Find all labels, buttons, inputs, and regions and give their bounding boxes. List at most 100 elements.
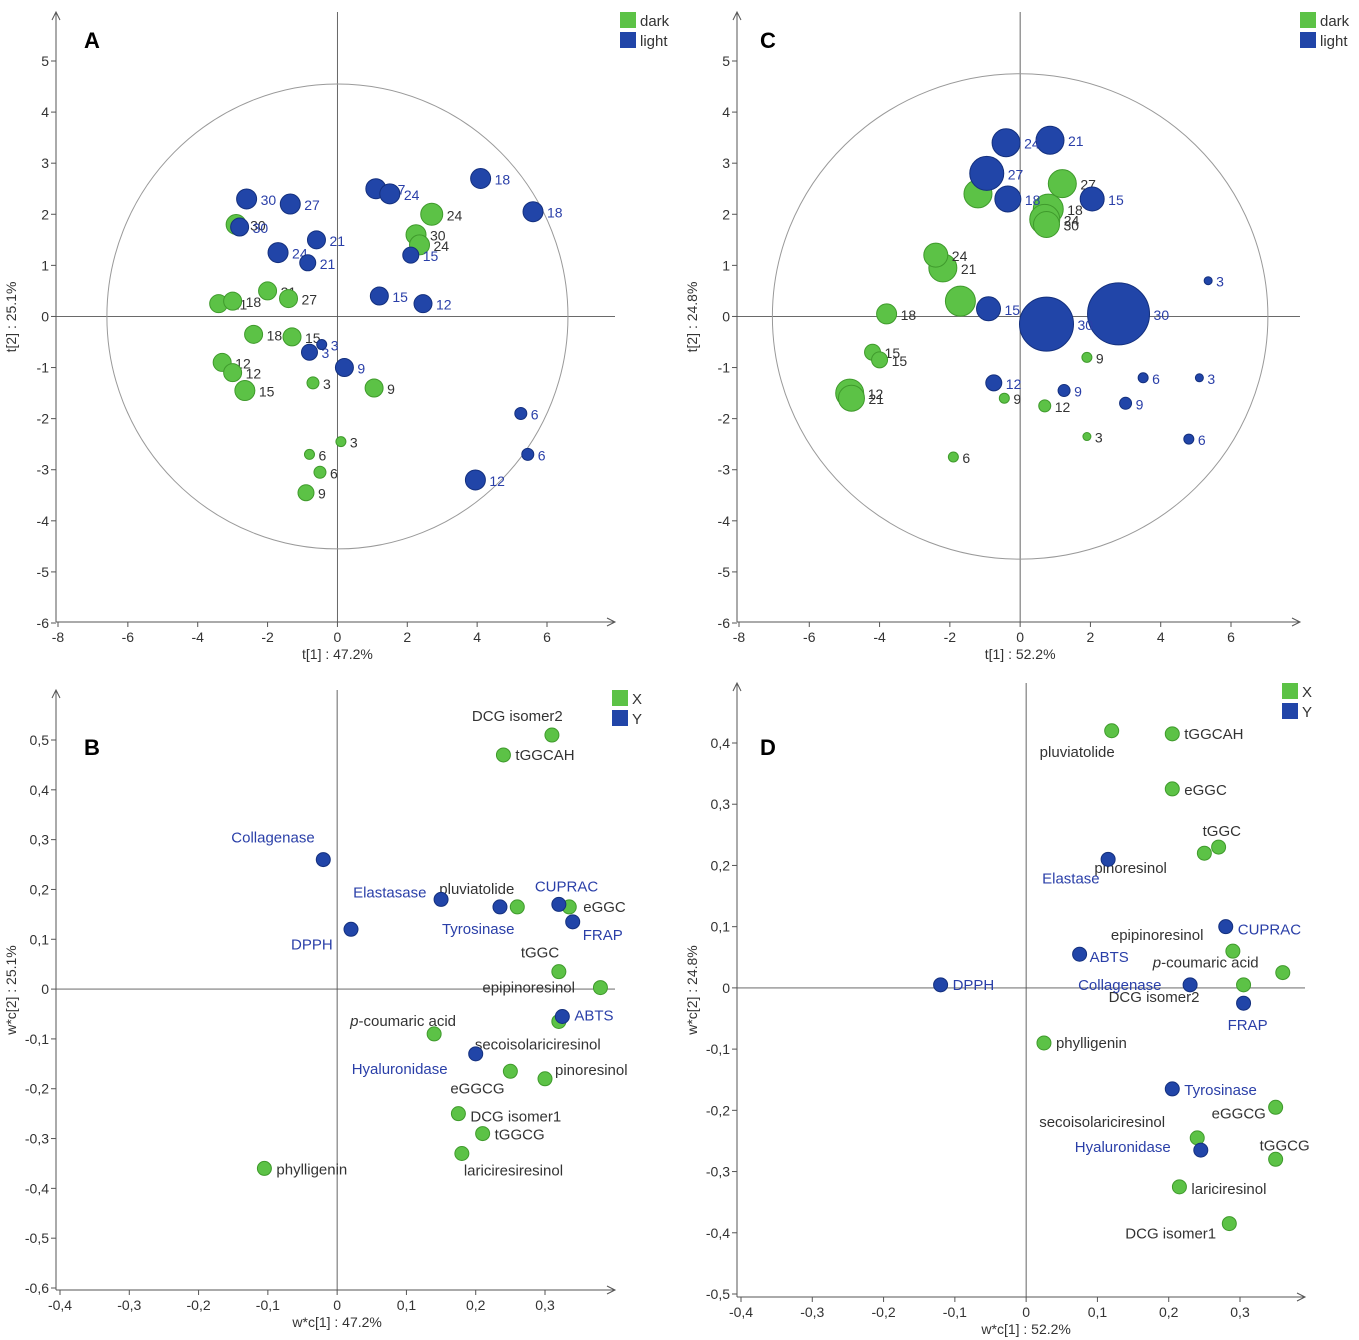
legend-label-y: Y xyxy=(1302,704,1312,721)
point-label: 21 xyxy=(329,233,345,249)
x-tick-label: 0,2 xyxy=(466,1297,486,1313)
y-tick-label: -3 xyxy=(718,462,731,478)
point-label: 6 xyxy=(538,447,546,463)
x-axis-arrow xyxy=(1296,1292,1307,1302)
point-x xyxy=(426,1026,442,1042)
point-label: epipinoresinol xyxy=(1111,927,1204,944)
point-label: 12 xyxy=(436,297,452,313)
point-dark xyxy=(244,324,264,344)
point-label: 24 xyxy=(404,187,420,203)
point-label: tGGCG xyxy=(1260,1137,1310,1154)
point-label: 12 xyxy=(868,386,884,402)
x-axis-title: t[1] : 52.2% xyxy=(985,646,1056,662)
point-label: 12 xyxy=(246,366,262,382)
point-x xyxy=(1164,781,1180,797)
point-label: phylligenin xyxy=(276,1161,347,1178)
y-tick-label: -6 xyxy=(37,615,50,631)
y-axis-title: t[2] : 24.8% xyxy=(684,282,700,353)
point-x xyxy=(1275,965,1291,981)
y-tick-label: -3 xyxy=(37,462,50,478)
point-x xyxy=(551,964,567,980)
x-tick-label: 0 xyxy=(334,629,342,645)
y-axis-arrow xyxy=(51,10,61,21)
y-tick-label: -0,4 xyxy=(25,1180,49,1196)
point-label: 9 xyxy=(318,486,326,502)
x-tick-label: 4 xyxy=(1157,629,1165,645)
point-label: 30 xyxy=(1078,317,1094,333)
point-y xyxy=(343,921,359,937)
y-tick-label: 0,4 xyxy=(711,735,731,751)
point-label: DCG isomer2 xyxy=(472,708,563,725)
point-dark xyxy=(1033,210,1060,238)
point-label: tGGCAH xyxy=(515,747,574,764)
point-y xyxy=(551,896,567,912)
x-tick-label: -0,1 xyxy=(256,1297,280,1313)
point-label: DCG isomer1 xyxy=(1125,1226,1216,1243)
point-label: DCG isomer1 xyxy=(470,1109,561,1126)
y-tick-label: 0,2 xyxy=(711,857,731,873)
x-tick-label: 0 xyxy=(1016,629,1024,645)
point-dark xyxy=(297,484,315,502)
point-y xyxy=(565,914,581,930)
point-dark xyxy=(364,378,384,398)
y-tick-label: -5 xyxy=(37,564,50,580)
point-dark xyxy=(944,285,976,317)
y-tick-label: 4 xyxy=(41,104,49,120)
x-tick-label: -6 xyxy=(803,629,816,645)
y-tick-label: -6 xyxy=(718,615,731,631)
y-tick-label: 0,4 xyxy=(30,782,50,798)
point-dark xyxy=(335,436,347,448)
point-label: DPPH xyxy=(291,936,333,953)
point-label: 21 xyxy=(320,256,336,272)
point-label: p-coumaric acid xyxy=(349,1013,456,1030)
point-label: 15 xyxy=(892,353,908,369)
point-label: 3 xyxy=(331,338,339,354)
panel-letter: B xyxy=(84,735,100,760)
point-label: 15 xyxy=(885,345,901,361)
x-tick-label: -0,2 xyxy=(187,1297,211,1313)
point-dark xyxy=(420,202,444,226)
y-axis-title: w*c[2] : 24.8% xyxy=(684,945,700,1036)
point-label: ABTS xyxy=(1090,949,1129,966)
point-y xyxy=(1100,851,1116,867)
point-x xyxy=(1268,1099,1284,1115)
point-x xyxy=(544,727,560,743)
legend-swatch-light xyxy=(620,32,636,48)
point-label: 18 xyxy=(267,327,283,343)
y-tick-label: -1 xyxy=(718,360,731,376)
point-label: 15 xyxy=(305,330,321,346)
point-label: 15 xyxy=(1005,302,1021,318)
point-label: 21 xyxy=(1068,133,1084,149)
y-tick-label: -0,5 xyxy=(706,1286,730,1302)
y-tick-label: -0,1 xyxy=(25,1031,49,1047)
point-label: Tyrosinase xyxy=(442,921,515,938)
point-label: 18 xyxy=(1025,192,1041,208)
point-label: 9 xyxy=(1074,384,1082,400)
point-dark xyxy=(279,289,299,309)
point-light xyxy=(976,296,1002,322)
point-x xyxy=(450,1106,466,1122)
point-x xyxy=(1268,1151,1284,1167)
point-light xyxy=(1203,276,1213,286)
point-label: pinoresinol xyxy=(555,1062,628,1079)
point-label: 6 xyxy=(1152,371,1160,387)
point-light xyxy=(1194,373,1204,383)
point-label: 12 xyxy=(1006,376,1022,392)
point-label: 12 xyxy=(1055,399,1071,415)
y-tick-label: 3 xyxy=(41,155,49,171)
point-label: 24 xyxy=(434,238,450,254)
point-y xyxy=(1193,1142,1209,1158)
point-dark xyxy=(306,376,320,390)
point-label: Tyrosinase xyxy=(1184,1082,1257,1099)
point-label: Collagenase xyxy=(231,830,314,847)
point-y xyxy=(492,899,508,915)
point-label: phylligenin xyxy=(1056,1035,1127,1052)
point-y xyxy=(1164,1081,1180,1097)
point-label: eGGC xyxy=(583,899,626,916)
point-label: 9 xyxy=(1096,350,1104,366)
x-tick-label: -4 xyxy=(873,629,886,645)
point-label: 27 xyxy=(302,292,318,308)
point-light xyxy=(1079,186,1105,212)
y-tick-label: -0,4 xyxy=(706,1225,730,1241)
